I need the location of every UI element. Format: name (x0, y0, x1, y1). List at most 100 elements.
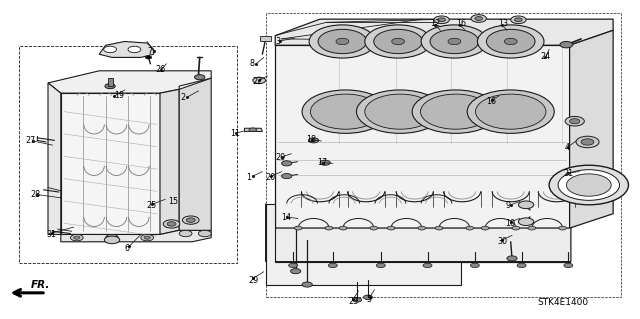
Circle shape (336, 38, 349, 45)
Bar (260, 36, 271, 41)
Circle shape (198, 230, 211, 237)
Text: 23: 23 (349, 297, 359, 306)
Circle shape (387, 226, 395, 230)
Polygon shape (275, 45, 570, 228)
Circle shape (470, 263, 479, 268)
Circle shape (421, 25, 488, 58)
Text: 6: 6 (125, 244, 130, 253)
Text: 26: 26 (155, 65, 165, 74)
Bar (266, 13, 621, 297)
Circle shape (195, 75, 205, 80)
Circle shape (104, 236, 120, 244)
Circle shape (486, 29, 535, 54)
Text: 27: 27 (26, 136, 36, 145)
Circle shape (104, 46, 116, 53)
Text: 1: 1 (246, 173, 252, 182)
Text: 30: 30 (498, 237, 508, 246)
Text: STK4E1400: STK4E1400 (538, 298, 589, 307)
Text: 31: 31 (46, 230, 56, 239)
Circle shape (438, 18, 445, 22)
Text: 2: 2 (180, 93, 186, 102)
Circle shape (144, 236, 150, 239)
Circle shape (186, 218, 195, 222)
Circle shape (253, 77, 266, 84)
Circle shape (364, 295, 372, 300)
Circle shape (566, 174, 611, 196)
Circle shape (418, 226, 426, 230)
Bar (108, 78, 113, 86)
Polygon shape (61, 93, 160, 234)
Circle shape (289, 263, 298, 268)
Circle shape (163, 220, 180, 228)
Circle shape (365, 25, 431, 58)
Text: 5: 5 (366, 295, 371, 304)
Circle shape (70, 234, 83, 241)
Circle shape (430, 29, 479, 54)
Circle shape (511, 16, 526, 24)
Circle shape (376, 263, 385, 268)
Circle shape (581, 139, 594, 145)
Polygon shape (48, 71, 211, 93)
Circle shape (448, 38, 461, 45)
Circle shape (559, 226, 566, 230)
Text: 9: 9 (506, 201, 511, 210)
Circle shape (420, 94, 491, 129)
Circle shape (549, 165, 628, 205)
Text: 16: 16 (486, 97, 497, 106)
Text: 11: 11 (230, 129, 241, 138)
Circle shape (475, 17, 483, 20)
Text: 18: 18 (306, 135, 316, 144)
Polygon shape (570, 30, 613, 228)
Circle shape (466, 226, 474, 230)
Circle shape (576, 136, 599, 148)
Circle shape (518, 218, 534, 226)
Circle shape (179, 230, 192, 237)
Polygon shape (179, 78, 211, 230)
Circle shape (392, 38, 404, 45)
Circle shape (74, 236, 80, 239)
Circle shape (356, 90, 444, 133)
Circle shape (560, 41, 573, 48)
Text: 28: 28 (31, 190, 41, 199)
Circle shape (182, 216, 199, 224)
Circle shape (310, 94, 381, 129)
Circle shape (282, 174, 292, 179)
Text: 29: 29 (248, 276, 259, 285)
Text: 16: 16 (456, 19, 466, 28)
Circle shape (504, 38, 517, 45)
Circle shape (518, 201, 534, 209)
Polygon shape (99, 41, 154, 57)
Polygon shape (244, 128, 262, 131)
Polygon shape (266, 204, 571, 262)
Circle shape (353, 298, 362, 302)
Text: 19: 19 (114, 91, 124, 100)
Circle shape (128, 46, 141, 53)
Text: 24: 24 (541, 52, 551, 61)
Circle shape (512, 226, 520, 230)
Text: 15: 15 (168, 197, 178, 206)
Circle shape (477, 25, 544, 58)
Circle shape (339, 226, 347, 230)
Text: 22: 22 (253, 77, 263, 86)
Circle shape (109, 236, 115, 239)
Circle shape (167, 222, 176, 226)
Circle shape (515, 18, 522, 22)
Polygon shape (61, 230, 211, 242)
Circle shape (249, 128, 257, 132)
Text: 14: 14 (282, 213, 292, 222)
Text: 13: 13 (498, 19, 508, 28)
Circle shape (325, 226, 333, 230)
Text: 20: 20 (265, 173, 275, 182)
Circle shape (370, 226, 378, 230)
Polygon shape (275, 228, 570, 262)
Circle shape (106, 234, 118, 241)
Circle shape (282, 161, 292, 166)
Polygon shape (160, 89, 179, 234)
Circle shape (412, 90, 499, 133)
Circle shape (435, 226, 443, 230)
Circle shape (528, 226, 536, 230)
Polygon shape (266, 204, 461, 285)
Text: 4: 4 (564, 143, 570, 152)
Circle shape (570, 119, 580, 124)
Circle shape (308, 138, 319, 143)
